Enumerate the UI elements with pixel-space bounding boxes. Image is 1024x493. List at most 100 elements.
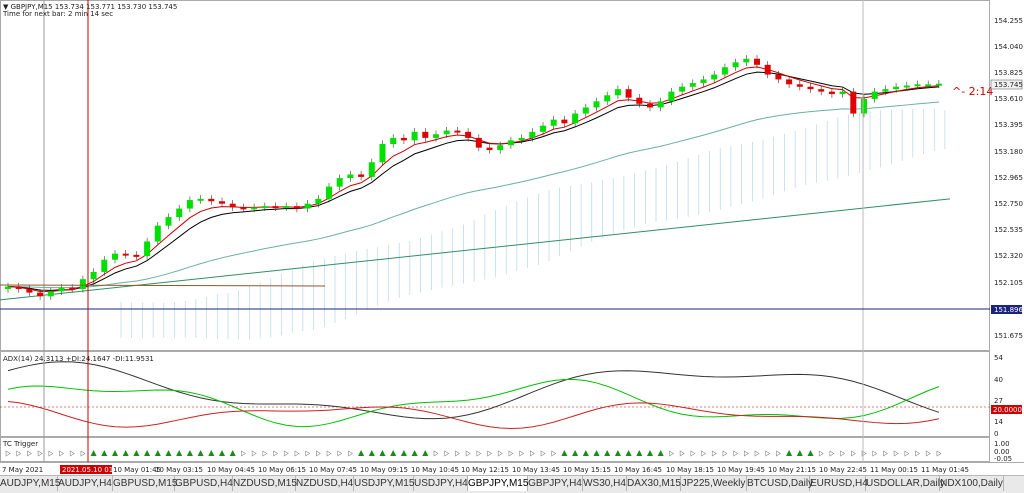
bull-candle — [604, 95, 611, 102]
tc-neutral-arrow — [818, 450, 824, 457]
adx-level-label: 20.0000 — [993, 406, 1022, 414]
bull-candle — [700, 79, 707, 84]
tc-neutral-arrow — [508, 450, 514, 457]
tc-neutral-arrow — [733, 450, 739, 457]
bull-candle — [657, 101, 664, 108]
tab-gbpusd-h4[interactable]: GBPUSD,H4 — [175, 476, 233, 491]
tab-gbpjpy-m15[interactable]: GBPJPY,M15 — [468, 476, 529, 491]
bear-candle — [625, 89, 632, 98]
symbol-tab-bar: AUDJPY,M15 AUDJPY,H4 GBPUSD,M15 GBPUSD,H… — [0, 475, 1024, 493]
time-label: 10 May 12:15 — [461, 466, 509, 474]
price-axis: 154.255 154.040 153.825 153.610 153.395 … — [994, 17, 1023, 340]
tc-up-arrow — [229, 450, 236, 456]
bear-candle — [786, 79, 793, 85]
bear-candle — [465, 131, 472, 138]
moving-averages — [0, 66, 951, 301]
bear-candle — [69, 287, 76, 290]
tc-neutral-arrow — [455, 450, 460, 457]
tab-btcusd-daily[interactable]: BTCUSD,Daily — [747, 476, 814, 491]
price-tick: 152.535 — [994, 226, 1023, 234]
bear-candle — [486, 147, 493, 151]
tab-eurusd-h4[interactable]: EURUSD,H4 — [810, 476, 868, 491]
current-price-badge — [990, 79, 1023, 90]
bull-candle — [304, 203, 311, 209]
tc-neutral-arrow — [551, 450, 557, 457]
bull-candle — [732, 62, 739, 68]
bull-candle — [90, 271, 97, 280]
tc-up-arrow — [411, 450, 418, 456]
tc-neutral-arrow — [283, 450, 289, 457]
tc-neutral-arrow — [16, 450, 22, 457]
bull-candle — [893, 86, 900, 90]
tab-audjpy-m15[interactable]: AUDJPY,M15 — [0, 476, 61, 491]
price-tick: 152.320 — [994, 252, 1023, 260]
tab-usdjpy-h4[interactable]: USDJPY,H4 — [414, 476, 468, 491]
time-label: 10 May 01:45 — [113, 466, 161, 474]
tab-ws30-h4[interactable]: WS30,H4 — [583, 476, 627, 491]
bull-candle — [144, 241, 151, 257]
tc-neutral-arrow — [529, 450, 535, 457]
tab-ndx100-daily[interactable]: NDX100,Daily — [940, 476, 1004, 491]
tc-neutral-arrow — [476, 450, 482, 457]
bar-timer-line: Time for next bar: 2 min 14 sec — [2, 10, 113, 18]
bear-candle — [208, 198, 215, 202]
tc-up-arrow — [561, 450, 568, 456]
ma-long-line — [0, 198, 951, 301]
tc-neutral-arrow — [883, 450, 888, 457]
bull-candle — [679, 86, 686, 92]
bull-candle — [743, 58, 750, 63]
tc-up-arrow — [400, 450, 407, 456]
tc-neutral-arrow — [433, 450, 439, 457]
time-label: 10 May 03:15 — [155, 466, 203, 474]
tc-neutral-arrow — [48, 450, 54, 457]
bear-candle — [561, 119, 568, 124]
tc-neutral-arrow — [540, 450, 546, 457]
bear-candle — [133, 254, 140, 257]
bull-candle — [176, 208, 183, 218]
tc-up-arrow — [636, 450, 643, 456]
tc-up-arrow — [379, 450, 386, 456]
bull-candle — [540, 125, 546, 132]
time-label: 10 May 09:15 — [360, 466, 408, 474]
tc-up-arrow — [154, 450, 161, 456]
tc-up-arrow — [604, 450, 611, 456]
tab-nzdusd-h4[interactable]: NZDUSD,H4 — [296, 476, 354, 491]
bull-candle — [283, 206, 290, 209]
time-axis: 7 May 2021 2021.05.10 01:15 10 May 01:45… — [2, 465, 969, 474]
tc-panel-title: TC Trigger — [2, 440, 38, 448]
tc-neutral-arrow — [519, 450, 525, 457]
tab-audjpy-h4[interactable]: AUDJPY,H4 — [58, 476, 113, 491]
tc-trigger-arrows — [5, 450, 942, 457]
tc-up-arrow — [647, 450, 653, 456]
tab-jp225-weekly[interactable]: JP225,Weekly — [681, 476, 747, 491]
tc-up-arrow — [786, 450, 793, 456]
time-label: 10 May 07:45 — [309, 466, 357, 474]
bear-candle — [764, 64, 771, 75]
minus-di-line — [7, 400, 939, 430]
tab-nzdusd-m15[interactable]: NZDUSD,M15 — [233, 476, 297, 491]
crosshair-time-badge — [60, 465, 112, 474]
bull-candle — [935, 83, 942, 86]
tc-up-arrow — [593, 450, 600, 456]
bull-candle — [315, 198, 322, 204]
tab-gbpjpy-h4[interactable]: GBPJPY,H4 — [528, 476, 583, 491]
tc-neutral-arrow — [326, 450, 332, 457]
bull-candle — [903, 85, 910, 88]
adx-line — [7, 361, 940, 420]
adx-tick: 14 — [994, 418, 1003, 426]
bear-candle — [293, 206, 300, 209]
tab-usdollar-daily[interactable]: USDOLLAR,Daily — [866, 476, 945, 491]
bear-candle — [796, 84, 803, 87]
tab-gbpusd-m15[interactable]: GBPUSD,M15 — [113, 476, 178, 491]
tab-dax30-m15[interactable]: DAX30,M15 — [627, 476, 681, 491]
adx-tick: 27 — [994, 397, 1003, 405]
time-label: 11 May 01:45 — [921, 466, 969, 474]
bull-candle — [550, 119, 557, 126]
tc-up-arrow — [186, 450, 193, 456]
time-label: 11 May 00:15 — [870, 466, 918, 474]
adx-tick: 54 — [994, 354, 1003, 362]
tab-usdjpy-m15[interactable]: USDJPY,M15 — [354, 476, 415, 491]
tc-up-arrow — [122, 450, 129, 456]
bull-candle — [411, 131, 418, 141]
